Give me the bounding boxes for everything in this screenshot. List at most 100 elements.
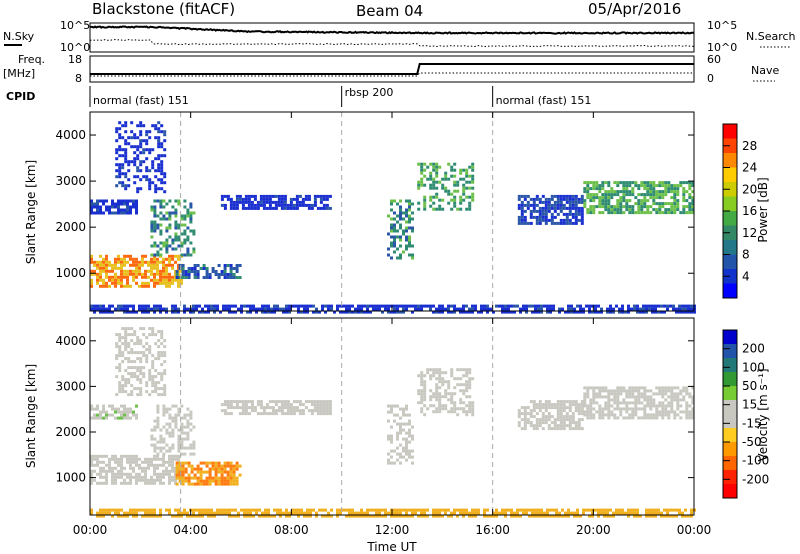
heatmap-cell — [126, 205, 129, 209]
heatmap-cell — [118, 387, 122, 391]
heatmap-cell — [435, 207, 439, 211]
heatmap-cell — [586, 208, 590, 212]
heatmap-cell — [547, 400, 551, 404]
heatmap-cell — [673, 410, 677, 414]
heatmap-cell — [678, 304, 681, 308]
heatmap-cell — [207, 511, 210, 515]
heatmap-cell — [646, 413, 650, 417]
heatmap-cell — [453, 204, 457, 208]
heatmap-cell — [142, 139, 146, 143]
heatmap-cell — [150, 437, 154, 441]
heatmap-cell — [256, 200, 260, 204]
heatmap-cell — [580, 218, 584, 222]
heatmap-cell — [283, 203, 287, 207]
heatmap-cell — [565, 206, 569, 210]
heatmap-cell — [99, 466, 102, 470]
heatmap-cell — [298, 194, 302, 198]
heatmap-cell — [604, 199, 608, 203]
heatmap-cell — [93, 478, 96, 482]
heatmap-cell — [660, 310, 663, 314]
heatmap-cell — [573, 307, 576, 311]
heatmap-cell — [157, 381, 161, 385]
colorbar-tick-label: 50 — [742, 379, 757, 393]
heatmap-cell — [156, 263, 159, 267]
heatmap-cell — [685, 205, 689, 209]
heatmap-cell — [610, 392, 614, 396]
heatmap-cell — [126, 416, 129, 420]
heatmap-cell — [136, 148, 140, 152]
heatmap-cell — [598, 202, 602, 206]
cpid-label: CPID — [6, 90, 35, 103]
heatmap-cell — [144, 508, 147, 512]
heatmap-cell — [147, 478, 150, 482]
heatmap-cell — [402, 413, 405, 417]
heatmap-cell — [310, 206, 314, 210]
heatmap-cell — [691, 416, 695, 420]
heatmap-cell — [598, 386, 602, 390]
heatmap-cell — [685, 199, 689, 203]
heatmap-cell — [93, 463, 96, 467]
heatmap-cell — [171, 460, 174, 464]
heatmap-cell — [666, 304, 669, 308]
heatmap-cell — [141, 310, 144, 314]
heatmap-cell — [168, 475, 171, 479]
heatmap-cell — [628, 193, 632, 197]
heatmap-cell — [453, 401, 457, 405]
heatmap-cell — [120, 284, 123, 288]
heatmap-cell — [118, 390, 122, 394]
heatmap-cell — [495, 514, 498, 518]
heatmap-cell — [214, 476, 218, 480]
heatmap-cell — [553, 421, 557, 425]
heatmap-cell — [280, 412, 284, 416]
heatmap-cell — [570, 511, 573, 515]
heatmap-cell — [156, 475, 159, 479]
heatmap-cell — [363, 304, 366, 308]
heatmap-cell — [139, 151, 143, 155]
heatmap-cell — [453, 410, 457, 414]
heatmap-cell — [420, 374, 424, 378]
heatmap-cell — [399, 223, 402, 227]
heatmap-cell — [592, 413, 596, 417]
heatmap-cell — [399, 511, 402, 515]
heatmap-cell — [168, 257, 171, 261]
heatmap-cell — [544, 215, 548, 219]
heatmap-cell — [643, 187, 647, 191]
heatmap-cell — [145, 157, 149, 161]
heatmap-cell — [165, 250, 169, 254]
heatmap-cell — [154, 333, 158, 337]
heatmap-cell — [168, 407, 172, 411]
heatmap-cell — [133, 160, 137, 164]
heatmap-cell — [159, 428, 163, 432]
heatmap-cell — [174, 232, 178, 236]
heatmap-cell — [153, 205, 157, 209]
heatmap-cell — [192, 440, 196, 444]
heatmap-cell — [300, 511, 303, 515]
heatmap-cell — [462, 511, 465, 515]
heatmap-cell — [238, 412, 242, 416]
heatmap-cell — [568, 400, 572, 404]
heatmap-cell — [468, 514, 471, 518]
heatmap-cell — [613, 416, 617, 420]
heatmap-cell — [649, 389, 653, 393]
heatmap-cell — [672, 304, 675, 308]
heatmap-cell — [111, 407, 114, 411]
heatmap-cell — [148, 151, 152, 155]
heatmap-cell — [123, 211, 126, 215]
heatmap-cell — [583, 404, 587, 408]
heatmap-cell — [634, 404, 638, 408]
heatmap-cell — [165, 449, 169, 453]
colorbar-swatch — [723, 358, 737, 373]
heatmap-cell — [181, 482, 185, 486]
heatmap-cell — [450, 392, 454, 396]
heatmap-cell — [378, 511, 381, 515]
heatmap-cell — [286, 203, 290, 207]
heatmap-cell — [132, 514, 135, 518]
heatmap-cell — [375, 307, 378, 311]
heatmap-cell — [435, 410, 439, 414]
heatmap-cell — [435, 511, 438, 515]
heatmap-cell — [414, 304, 417, 308]
heatmap-cell — [513, 514, 516, 518]
heatmap-cell — [151, 124, 155, 128]
heatmap-cell — [631, 413, 635, 417]
heatmap-cell — [541, 406, 545, 410]
